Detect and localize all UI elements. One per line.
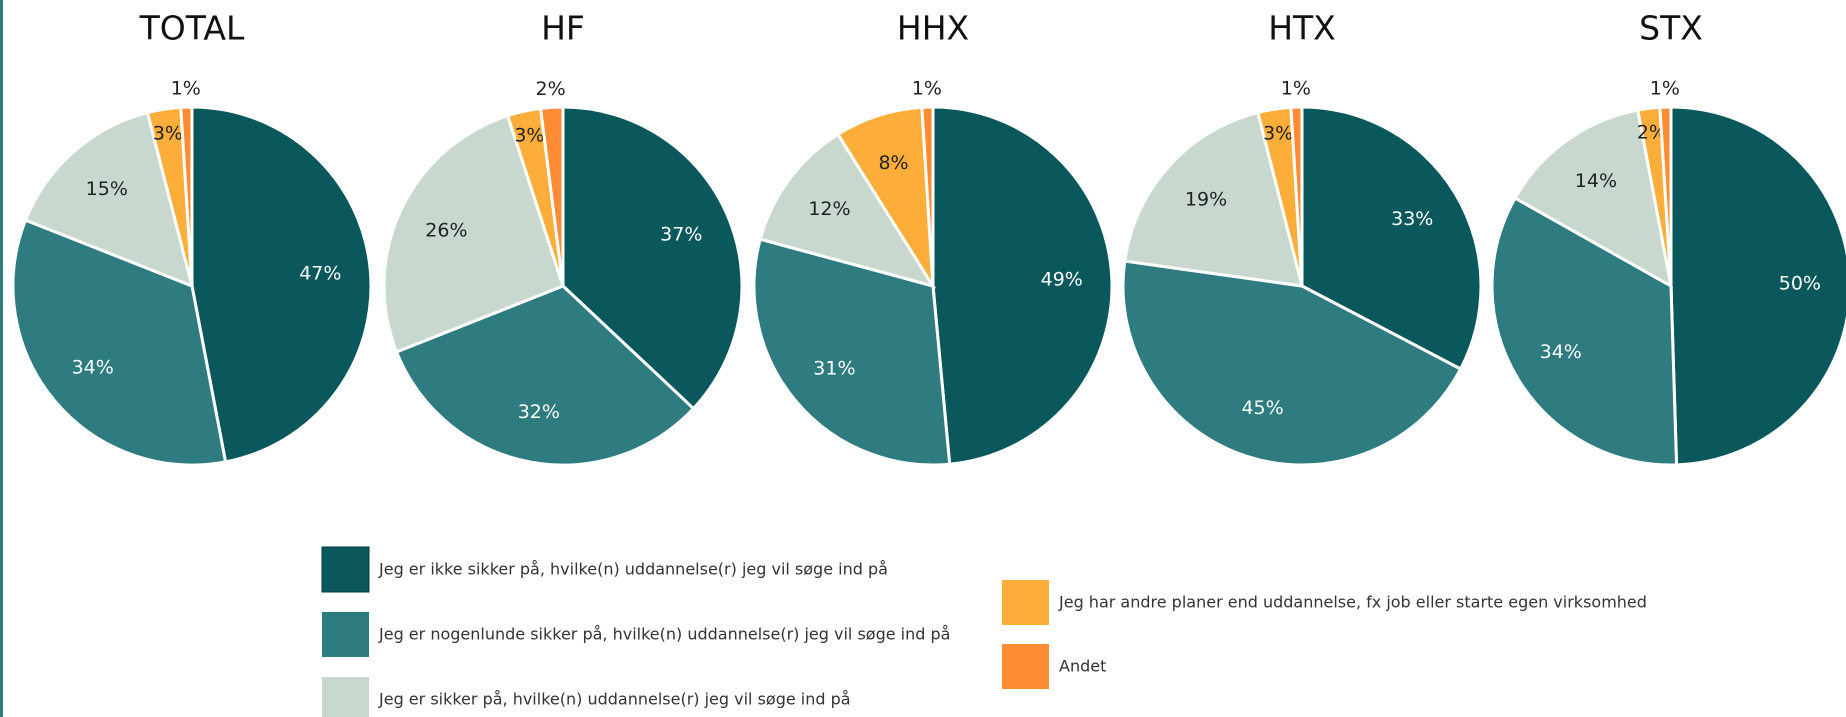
pie-slice: [920, 105, 935, 287]
pie-slice: [1513, 108, 1674, 289]
pie-slice: [1121, 259, 1463, 467]
pie-slice: [1669, 105, 1846, 467]
legend-swatch: [322, 677, 369, 717]
data-label: 14%: [1575, 170, 1617, 192]
data-label: 49%: [1041, 268, 1083, 290]
data-label: 34%: [72, 357, 114, 379]
data-label: 2%: [536, 78, 566, 100]
data-label: 12%: [808, 198, 850, 220]
data-label: 2%: [1637, 122, 1667, 144]
legend-swatch: [322, 612, 369, 657]
chart-title: TOTAL: [139, 9, 245, 48]
chart-title: HTX: [1268, 9, 1336, 48]
pie-slice: [758, 132, 937, 289]
data-label: 26%: [425, 220, 467, 242]
data-label: 1%: [1650, 78, 1680, 100]
pie-slice: [1658, 105, 1673, 287]
data-label: 1%: [171, 78, 201, 100]
legend-swatch: [1002, 644, 1049, 689]
legend-swatch: [1002, 580, 1049, 625]
legend-swatch: [321, 546, 370, 593]
pie-slice: [11, 218, 228, 467]
data-label: 19%: [1185, 188, 1227, 210]
data-label: 8%: [878, 152, 908, 174]
pie-slice: [382, 113, 565, 354]
data-label: 47%: [299, 262, 341, 284]
legend-label: Jeg har andre planer end uddannelse, fx …: [1058, 593, 1647, 612]
data-label: 15%: [86, 178, 128, 200]
data-label: 3%: [514, 124, 544, 146]
pie-slice: [538, 105, 565, 287]
pie-slice: [394, 284, 696, 467]
data-label: 34%: [1540, 341, 1582, 363]
legend-label: Jeg er ikke sikker på, hvilke(n) uddanne…: [378, 560, 888, 579]
pie-slice: [1300, 105, 1483, 372]
data-label: 50%: [1779, 272, 1821, 294]
pie-slice: [179, 105, 194, 287]
data-label: 33%: [1391, 208, 1433, 230]
data-label: 1%: [912, 78, 942, 100]
legend-label: Andet: [1059, 657, 1106, 676]
pie-slice: [190, 105, 373, 464]
data-label: 3%: [153, 122, 183, 144]
data-label: 45%: [1241, 397, 1283, 419]
chart-title: HHX: [897, 9, 969, 48]
pie-slice: [931, 105, 1114, 466]
chart-title: HF: [541, 9, 585, 48]
chart-title: STX: [1639, 9, 1703, 48]
legend-label: Jeg er sikker på, hvilke(n) uddannelse(r…: [378, 690, 851, 709]
pie-slice: [1123, 110, 1305, 288]
data-label: 31%: [813, 358, 855, 380]
pie-slice: [1289, 105, 1304, 287]
data-label: 32%: [518, 401, 560, 423]
data-label: 1%: [1281, 78, 1311, 100]
pie-slice: [23, 110, 195, 289]
left-border: [0, 0, 3, 717]
pie-slice: [561, 105, 744, 411]
pie-slice: [752, 237, 952, 467]
data-label: 37%: [660, 223, 702, 245]
data-label: 3%: [1263, 122, 1293, 144]
legend-label: Jeg er nogenlunde sikker på, hvilke(n) u…: [378, 625, 950, 644]
